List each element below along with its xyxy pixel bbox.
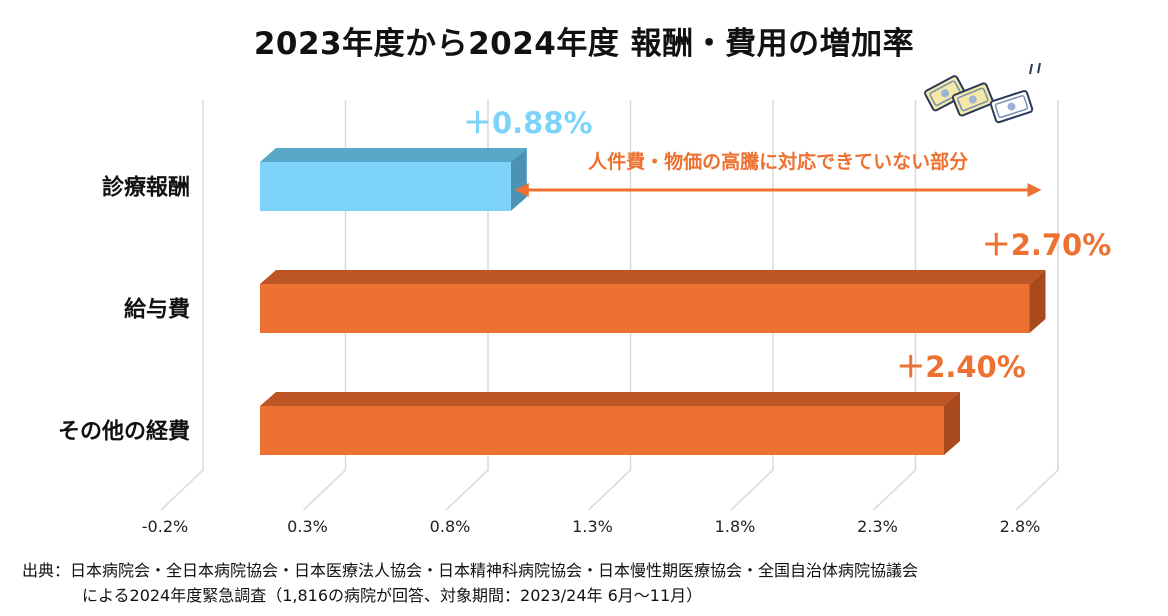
chart-title: 2023年度から2024年度 報酬・費用の増加率	[253, 26, 915, 62]
grid-line	[302, 100, 347, 511]
bar	[260, 270, 1046, 333]
money-icon	[924, 62, 1041, 124]
grid-line	[445, 100, 489, 511]
value-labels: ＋0.88% ＋2.70% ＋2.40%	[463, 106, 1111, 384]
grid-line	[730, 100, 774, 511]
x-tick-label: 1.3%	[572, 517, 613, 536]
bar-front-face	[260, 284, 1030, 333]
annotation-arrow-head-right	[1027, 183, 1042, 197]
x-tick-label: 2.3%	[857, 517, 898, 536]
bar-top-face	[260, 270, 1046, 284]
bar-top-face	[260, 148, 527, 162]
grid-line	[872, 100, 917, 511]
category-label: その他の経費	[58, 419, 190, 445]
bar	[260, 148, 527, 211]
annotation-arrow-head-left	[514, 183, 529, 197]
source-note-line-2: による2024年度緊急調査（1,816の病院が回答、対象期間：2023/24年 …	[82, 586, 703, 605]
category-label: 診療報酬	[102, 175, 190, 201]
x-tick-label: -0.2%	[142, 517, 188, 536]
grid-lines	[160, 100, 1059, 511]
category-label: 給与費	[124, 297, 190, 323]
source-note-line-1: 出典：日本病院会・全日本病院協会・日本医療法人協会・日本精神科病院協会・日本慢性…	[22, 561, 919, 580]
annotation-text: 人件費・物価の高騰に対応できていない部分	[588, 150, 968, 173]
value-label: ＋2.40%	[896, 350, 1026, 384]
bar	[260, 392, 960, 455]
grid-line	[1015, 100, 1059, 511]
bar-side-face	[944, 392, 960, 455]
grid-line	[587, 100, 632, 511]
grid-line	[160, 100, 204, 511]
bar-side-face	[510, 148, 527, 211]
value-label: ＋2.70%	[982, 228, 1112, 262]
bar-front-face	[260, 162, 511, 211]
value-label: ＋0.88%	[463, 106, 593, 140]
bars	[260, 148, 1046, 455]
bar-top-face	[260, 392, 960, 406]
x-axis-ticks: -0.2% 0.3% 0.8% 1.3% 1.8% 2.3% 2.8%	[142, 517, 1041, 536]
bar-front-face	[260, 406, 944, 455]
x-tick-label: 0.3%	[287, 517, 328, 536]
x-tick-label: 1.8%	[715, 517, 756, 536]
x-tick-label: 0.8%	[430, 517, 471, 536]
x-tick-label: 2.8%	[1000, 517, 1041, 536]
bar-side-face	[1029, 270, 1046, 333]
annotation: 人件費・物価の高騰に対応できていない部分	[514, 150, 1042, 197]
